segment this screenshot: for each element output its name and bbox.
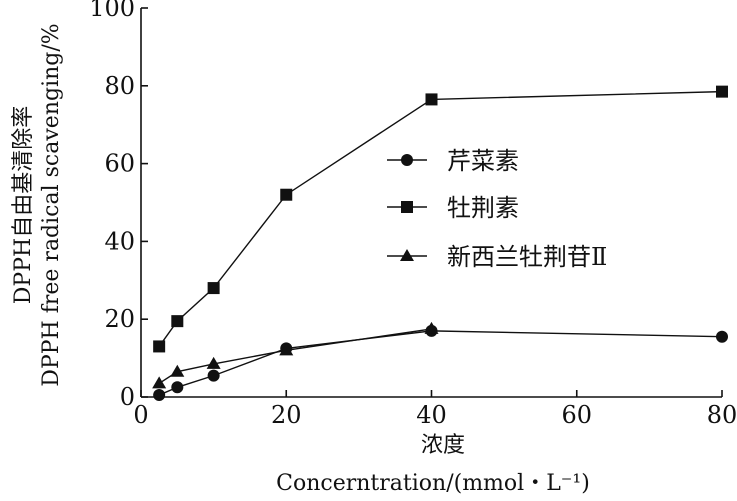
series-line-circle <box>158 330 723 396</box>
series-line-square <box>158 90 723 347</box>
x-axis-subtitle: Concerntration/(mmol・L⁻¹) <box>276 471 590 496</box>
y-tick-label: 0 <box>120 383 135 411</box>
data-point-triangle <box>279 343 294 356</box>
legend-marker-circle <box>401 154 413 166</box>
y-tick-label: 100 <box>89 0 135 22</box>
tick-group: 0 20 40 60 80 0 20 40 60 80 100 <box>89 0 737 429</box>
data-point-square <box>207 282 220 295</box>
data-point-triangle <box>152 376 167 389</box>
data-point-circle <box>171 381 184 394</box>
y-axis-title: DPPH自由基清除率 <box>11 106 36 304</box>
y-tick-label: 20 <box>104 305 135 333</box>
y-tick-label: 80 <box>104 72 135 100</box>
legend-marker-square <box>401 201 413 213</box>
data-point-circle <box>207 369 220 382</box>
data-point-square <box>171 315 184 328</box>
data-point-triangle <box>170 364 185 377</box>
data-point-square <box>716 85 728 98</box>
data-point-triangle <box>424 321 439 334</box>
y-axis-subtitle: DPPH free radical scavenging/% <box>39 23 64 386</box>
x-tick-label: 40 <box>416 401 447 429</box>
x-axis-title: 浓度 <box>421 433 465 458</box>
legend-label: 牡荆素 <box>447 194 519 222</box>
x-tick-label: 0 <box>133 401 148 429</box>
legend-marker-triangle <box>400 249 414 261</box>
data-point-square <box>153 340 166 353</box>
legend-label: 新西兰牡荆苷Ⅱ <box>447 243 607 271</box>
series-line-triangle <box>158 328 432 384</box>
data-point-circle <box>153 389 166 402</box>
data-point-circle <box>716 330 728 343</box>
legend-label: 芹菜素 <box>447 147 519 175</box>
data-point-triangle <box>206 356 221 369</box>
series-markers <box>152 85 728 402</box>
y-tick-label: 60 <box>104 150 135 178</box>
y-tick-label: 40 <box>104 227 135 255</box>
x-tick-label: 20 <box>271 401 302 429</box>
x-tick-label: 60 <box>561 401 592 429</box>
axes <box>140 8 722 398</box>
series-lines <box>158 90 723 396</box>
x-tick-label: 80 <box>707 401 737 429</box>
data-point-square <box>425 93 438 106</box>
data-point-square <box>280 188 293 201</box>
